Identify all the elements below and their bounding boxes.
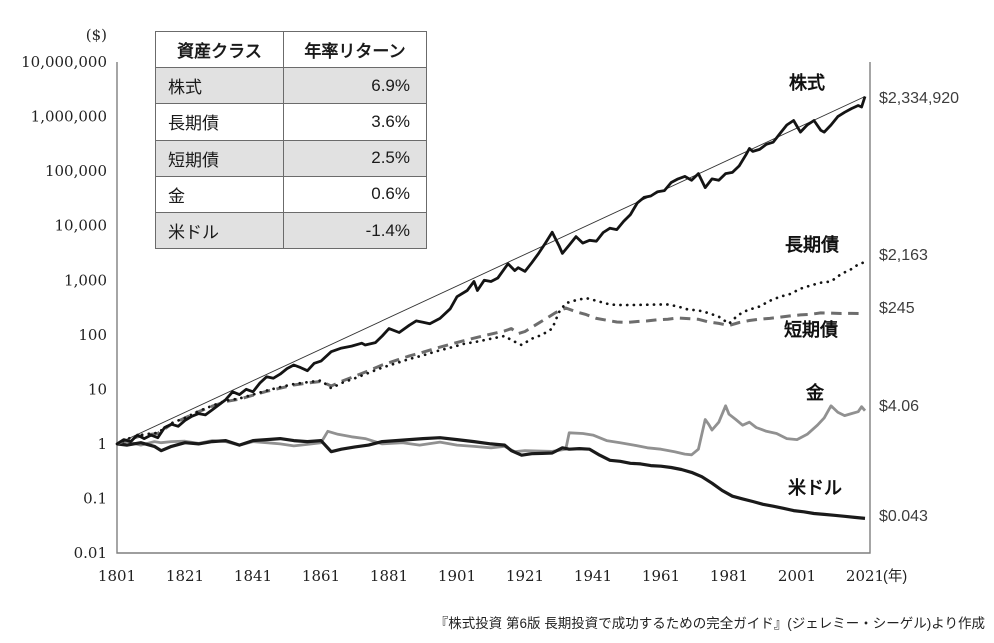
axis-frame: [116, 62, 871, 554]
x-tick-label: 1981: [710, 567, 748, 585]
bills-line: [116, 306, 866, 446]
y-tick-label: 0.1: [83, 489, 107, 507]
header-asset-class: 資産クラス: [155, 30, 284, 69]
asset-name: 長期債: [155, 103, 284, 141]
final-value-stocks: $2,334,920: [879, 90, 960, 107]
series-label-bonds: 長期債: [785, 235, 839, 255]
final-value-dollar: $0.043: [879, 508, 928, 525]
table-row: 米ドル -1.4%: [155, 211, 427, 250]
y-tick-label: 0.01: [74, 544, 107, 562]
y-tick-label: 10: [88, 380, 107, 398]
asset-return: 0.6%: [283, 175, 427, 213]
y-tick-label: 1: [97, 435, 107, 453]
x-tick-label: 2021: [846, 567, 884, 585]
final-value-bills: $245: [879, 300, 915, 317]
x-tick-label: 2001: [778, 567, 816, 585]
x-tick-label: 1801: [98, 567, 136, 585]
x-tick-label: 1961: [642, 567, 680, 585]
table-row: 短期債 2.5%: [155, 139, 427, 177]
x-tick-label: 1921: [506, 567, 544, 585]
x-tick-label: 1941: [574, 567, 612, 585]
final-value-bonds: $2,163: [879, 247, 928, 264]
x-tick-label: 1861: [302, 567, 340, 585]
asset-return: 6.9%: [283, 67, 427, 105]
x-axis-unit: (年): [883, 568, 907, 585]
asset-return: 3.6%: [283, 103, 427, 141]
source-note: 『株式投資 第6版 長期投資で成功するための完全ガイド』(ジェレミー・シーゲル)…: [434, 616, 985, 631]
y-tick-label: 1,000: [64, 271, 107, 289]
table-row: 株式 6.9%: [155, 67, 427, 105]
y-tick-label: 10,000: [55, 217, 108, 235]
asset-returns-table: 資産クラス 年率リターン 株式 6.9% 長期債 3.6% 短期債 2.5% 金…: [155, 30, 427, 250]
dollar-line: [116, 436, 866, 520]
asset-name: 株式: [155, 67, 284, 105]
y-tick-label: 1,000,000: [31, 108, 107, 126]
asset-return: 2.5%: [283, 139, 427, 177]
table-header-row: 資産クラス 年率リターン: [155, 30, 427, 69]
series-label-stocks: 株式: [789, 73, 825, 93]
y-tick-label: 100: [78, 326, 107, 344]
x-tick-label: 1881: [370, 567, 408, 585]
y-tick-label: 10,000,000: [21, 53, 107, 71]
gold-line: [116, 404, 867, 457]
asset-name: 米ドル: [155, 211, 284, 250]
x-tick-label: 1821: [166, 567, 204, 585]
asset-name: 金: [155, 175, 284, 213]
bonds-line: [115, 260, 867, 446]
series-label-gold: 金: [806, 383, 824, 403]
header-annual-return: 年率リターン: [283, 30, 427, 69]
asset-return: -1.4%: [283, 211, 427, 250]
x-tick-label: 1901: [438, 567, 476, 585]
series-label-dollar: 米ドル: [788, 478, 842, 498]
table-row: 金 0.6%: [155, 175, 427, 213]
final-value-gold: $4.06: [879, 398, 920, 415]
trend-line: [116, 96, 866, 445]
asset-name: 短期債: [155, 139, 284, 177]
stocks-line: [116, 96, 867, 446]
series-label-bills: 短期債: [784, 320, 838, 340]
table-row: 長期債 3.6%: [155, 103, 427, 141]
y-axis-unit: ($): [86, 26, 107, 44]
y-tick-label: 100,000: [45, 162, 107, 180]
x-tick-label: 1841: [234, 567, 272, 585]
